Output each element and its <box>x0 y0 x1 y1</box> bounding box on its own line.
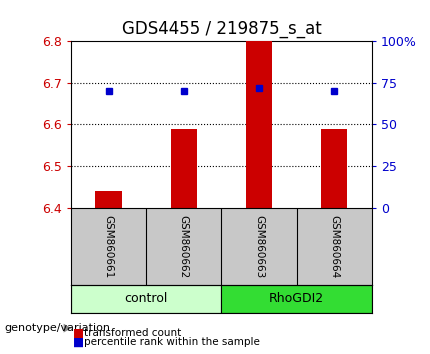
Text: GSM860664: GSM860664 <box>329 215 339 278</box>
Text: GSM860661: GSM860661 <box>104 215 114 278</box>
Text: GSM860663: GSM860663 <box>254 215 264 278</box>
Text: ■: ■ <box>73 336 84 349</box>
Text: ■: ■ <box>73 327 84 340</box>
Bar <box>171 129 197 208</box>
Title: GDS4455 / 219875_s_at: GDS4455 / 219875_s_at <box>122 20 321 38</box>
Bar <box>246 41 272 208</box>
Text: transformed count: transformed count <box>84 329 181 338</box>
Text: percentile rank within the sample: percentile rank within the sample <box>84 337 260 347</box>
Bar <box>71 285 221 313</box>
Text: GSM860662: GSM860662 <box>179 215 189 278</box>
Text: control: control <box>125 292 168 306</box>
Bar <box>321 129 347 208</box>
Bar <box>95 192 122 208</box>
Text: RhoGDI2: RhoGDI2 <box>269 292 324 306</box>
Bar <box>221 285 372 313</box>
Polygon shape <box>64 324 71 333</box>
Text: genotype/variation: genotype/variation <box>4 323 111 333</box>
